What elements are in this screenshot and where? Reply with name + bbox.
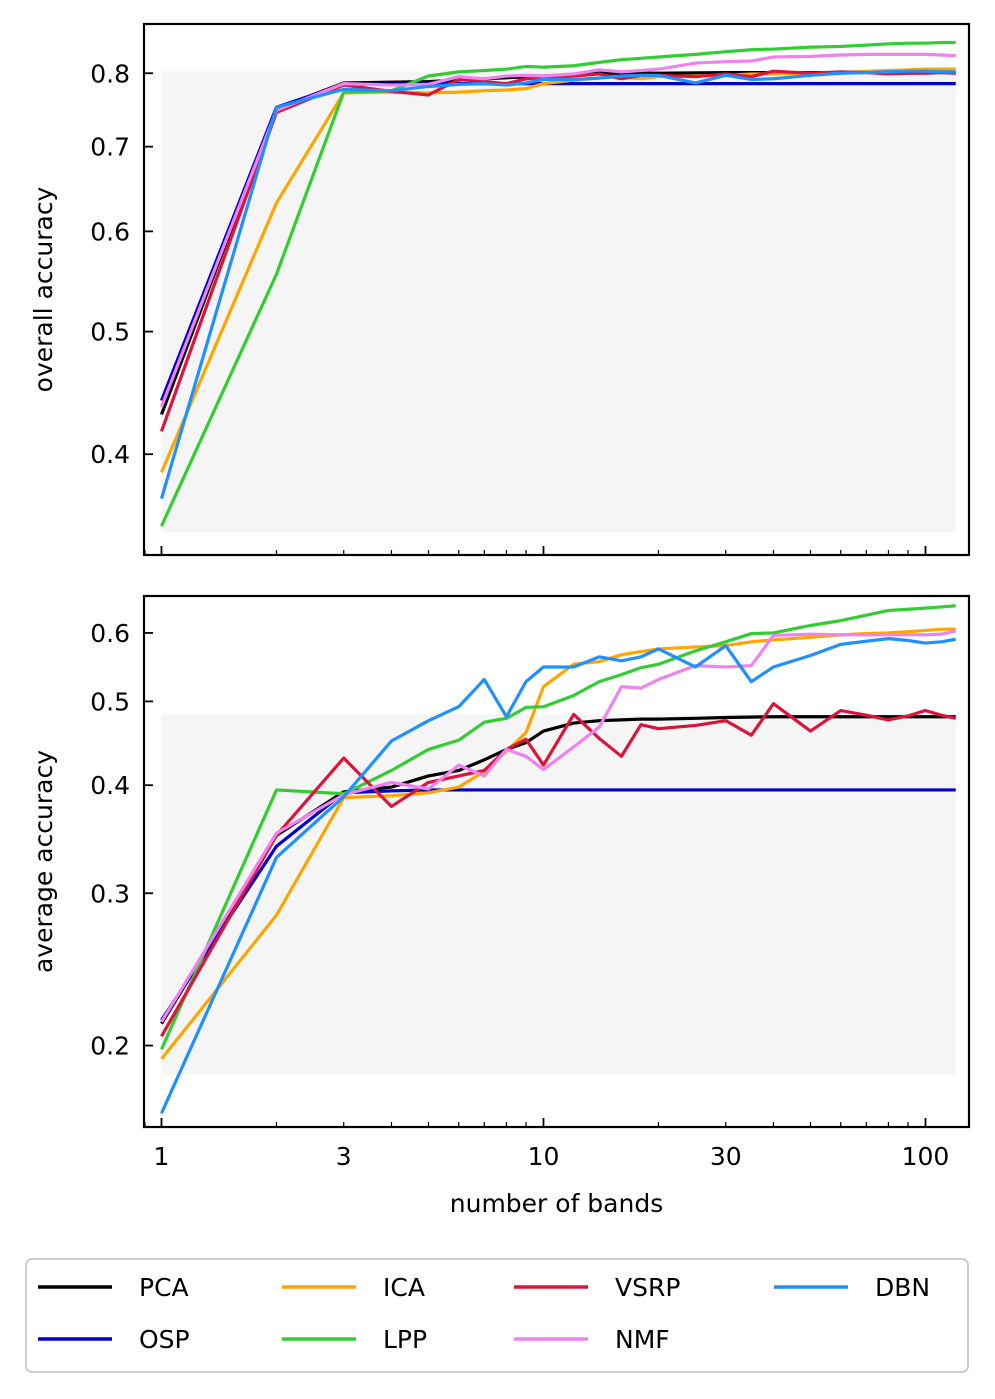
bottom-series-ica	[160, 627, 956, 1060]
bottom-x-tick-label: 10	[528, 1142, 560, 1171]
legend-label-osp: OSP	[139, 1325, 190, 1354]
bottom-y-axis-label: average accuracy	[29, 750, 58, 973]
bottom-y-tick-label: 0.2	[90, 1032, 130, 1061]
bottom-axes-frame	[142, 594, 971, 1129]
top-shaded-region	[161, 71, 956, 533]
top-series-lpp	[160, 40, 956, 527]
legend-label-vsrp: VSRP	[615, 1273, 680, 1302]
top-y-axis-label: overall accuracy	[29, 186, 58, 392]
bottom-y-tick-label: 0.3	[90, 879, 130, 908]
top-y-tick-label: 0.7	[90, 133, 130, 162]
bottom-x-tick-label: 30	[710, 1142, 742, 1171]
top-series-nmf	[159, 52, 956, 408]
bottom-y-tick-label: 0.4	[90, 771, 130, 800]
bottom-x-axis-label: number of bands	[450, 1189, 664, 1218]
top-y-tick-label: 0.6	[90, 217, 130, 246]
bottom-x-tick-label: 1	[154, 1142, 170, 1171]
bottom-series-osp	[160, 788, 956, 1022]
bottom-series-nmf	[160, 629, 957, 1023]
top-y-tick-label: 0.8	[90, 59, 130, 88]
legend-label-ica: ICA	[383, 1273, 425, 1302]
top-y-tick-label: 0.5	[90, 318, 130, 347]
top-y-tick-label: 0.4	[90, 440, 130, 469]
legend-label-nmf: NMF	[615, 1325, 670, 1354]
legend: PCA OSP ICA LPP VSRP NMF DBN	[25, 1258, 969, 1373]
bottom-y-tick-label: 0.5	[90, 687, 130, 716]
bottom-shaded-region	[161, 714, 956, 1075]
overall-accuracy-plot: 0.4 0.5 0.6 0.7 0.8 overall accuracy	[29, 22, 971, 557]
legend-label-pca: PCA	[139, 1273, 189, 1302]
bottom-series-dbn	[160, 637, 956, 1114]
top-series-dbn	[159, 69, 956, 500]
legend-label-dbn: DBN	[875, 1273, 930, 1302]
legend-label-lpp: LPP	[383, 1325, 427, 1354]
bottom-x-tick-label: 100	[902, 1142, 950, 1171]
bottom-x-tick-label: 3	[336, 1142, 352, 1171]
average-accuracy-plot: 0.2 0.3 0.4 0.5 0.6 1 3 10 30 100 average accuracy…	[29, 594, 971, 1218]
top-axes-frame	[142, 22, 971, 557]
bottom-y-tick-label: 0.6	[90, 619, 130, 648]
bottom-series-lpp	[160, 604, 956, 1050]
legend-box	[25, 1258, 969, 1373]
